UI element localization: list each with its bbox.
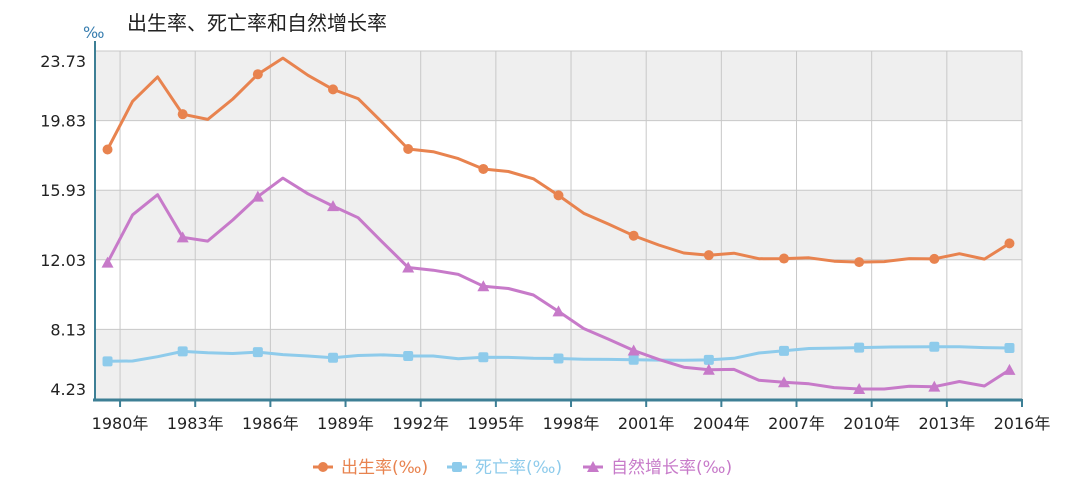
natural-growth-rate-point	[176, 231, 189, 243]
y-tick-label: 19.83	[40, 112, 86, 131]
death-rate-point	[478, 352, 489, 363]
death-rate-legend-marker	[452, 462, 462, 472]
natural-growth-rate-point	[853, 383, 866, 395]
birth-rate-point	[177, 109, 188, 120]
x-tick-label: 2001年	[618, 414, 675, 433]
x-tick-label: 2010年	[843, 414, 900, 433]
death-rate-point	[929, 341, 940, 352]
death-rate-point	[328, 352, 339, 363]
death-rate-point	[854, 342, 865, 353]
plot-band	[95, 120, 1022, 191]
natural-growth-rate-point	[552, 305, 565, 317]
y-tick-label: 8.13	[50, 320, 86, 339]
birth-rate-point	[478, 163, 489, 174]
x-tick-label: 1998年	[543, 414, 600, 433]
birth-rate-point	[854, 257, 865, 268]
x-tick-label: 1983年	[167, 414, 224, 433]
y-unit-label: ‰	[83, 23, 104, 42]
birth-rate-point	[328, 84, 339, 95]
birth-rate-legend-label: 出生率(‰)	[341, 458, 428, 478]
natural-growth-rate-point	[251, 190, 264, 202]
death-rate-series	[102, 341, 1015, 367]
birth-rate-point	[778, 253, 789, 264]
natural-growth-rate-point	[702, 363, 715, 375]
death-rate-point	[628, 354, 639, 365]
natural-growth-rate-legend-marker	[587, 461, 599, 472]
plot-band	[95, 329, 1022, 399]
y-tick-label: 23.73	[40, 52, 86, 71]
y-tick-label: 12.03	[40, 251, 86, 270]
death-rate-point	[252, 347, 263, 358]
natural-growth-rate-point	[627, 344, 640, 356]
death-rate-point	[778, 345, 789, 356]
birth-rate-legend-marker	[318, 462, 328, 472]
plot-band	[95, 259, 1022, 330]
birth-rate-point	[102, 144, 113, 155]
y-tick-label: 4.23	[50, 380, 86, 399]
death-rate-point	[177, 346, 188, 357]
death-rate-point	[102, 356, 113, 367]
y-tick-label: 15.93	[40, 181, 86, 200]
natural-growth-rate-point	[477, 280, 490, 292]
plot-band	[95, 51, 1022, 121]
plot-band	[95, 190, 1022, 260]
x-tick-label: 1989年	[317, 414, 374, 433]
x-tick-label: 2007年	[768, 414, 825, 433]
birth-rate-point	[929, 253, 940, 264]
natural-growth-rate-legend-label: 自然增长率(‰)	[611, 458, 732, 478]
x-tick-label: 1986年	[242, 414, 299, 433]
birth-rate-point	[1004, 238, 1015, 249]
birth-rate-series	[102, 56, 1015, 268]
death-rate-legend-label: 死亡率(‰)	[475, 458, 562, 478]
legend: 出生率(‰) 死亡率(‰) 自然增长率(‰)	[313, 458, 732, 478]
natural-growth-rate-point	[777, 376, 790, 388]
x-tick-label: 1992年	[392, 414, 449, 433]
birth-rate-point	[553, 190, 564, 201]
natural-growth-rate-point	[402, 261, 415, 273]
natural-growth-rate-point	[327, 200, 340, 212]
x-tick-label: 1995年	[467, 414, 524, 433]
natural-growth-rate-point	[1003, 363, 1016, 375]
x-tick-label: 2013年	[918, 414, 975, 433]
death-rate-point	[1004, 342, 1015, 353]
natural-growth-rate-point	[928, 380, 941, 392]
natural-growth-rate-point	[101, 256, 114, 268]
death-rate-point	[703, 354, 714, 365]
chart-title: 出生率、死亡率和自然增长率	[127, 11, 387, 35]
birth-rate-point	[403, 143, 414, 154]
x-tick-label: 2004年	[693, 414, 750, 433]
x-tick-label: 1980年	[92, 414, 149, 433]
natural-growth-rate-series	[101, 176, 1016, 395]
death-rate-point	[553, 353, 564, 364]
x-tick-label: 2016年	[994, 414, 1051, 433]
birth-rate-point	[252, 69, 263, 80]
death-rate-point	[403, 350, 414, 361]
birth-rate-point	[628, 230, 639, 241]
birth-rate-point	[703, 250, 714, 261]
